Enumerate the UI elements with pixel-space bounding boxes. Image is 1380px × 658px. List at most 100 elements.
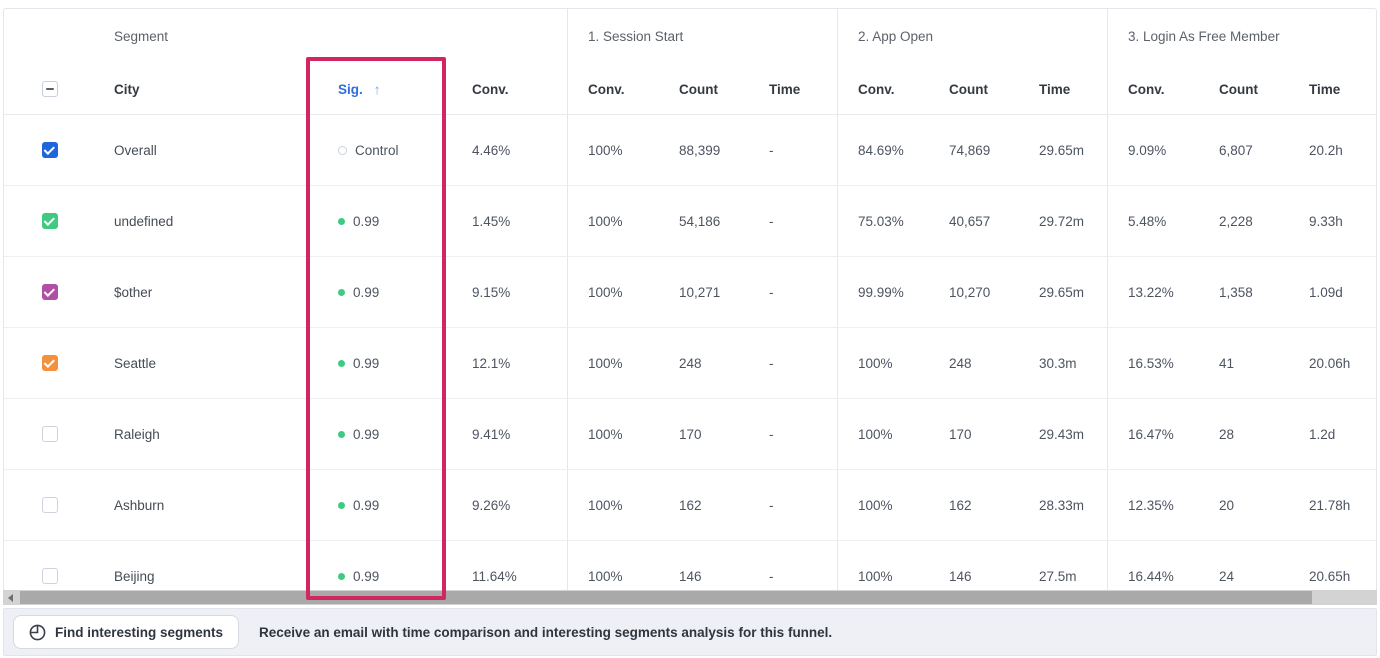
- step3-count-cell: 28: [1219, 426, 1235, 442]
- significance-cell: 0.99: [312, 399, 447, 469]
- step3-conv-header[interactable]: Conv.: [1107, 64, 1199, 114]
- table-body: Overall Control 4.46% 100% 88,399 - 84.6…: [4, 115, 1376, 599]
- segment-checkbox[interactable]: [42, 497, 58, 513]
- row-checkbox-cell: [4, 470, 104, 540]
- step1-time-cell: -: [769, 284, 774, 300]
- step3-count-cell: 6,807: [1219, 142, 1253, 158]
- select-all-checkbox[interactable]: [42, 81, 58, 97]
- row-checkbox-cell: [4, 328, 104, 398]
- sig-value: 0.99: [353, 497, 380, 513]
- segment-city-label: Beijing: [114, 568, 155, 584]
- step3-conv-cell: 16.53%: [1107, 328, 1199, 398]
- step2-time-cell: 29.43m: [1039, 426, 1085, 442]
- step2-count-cell: 248: [949, 355, 972, 371]
- overall-conv-cell: 9.26%: [472, 497, 511, 513]
- significance-cell: 0.99: [312, 470, 447, 540]
- row-checkbox-cell: [4, 257, 104, 327]
- step3-time-cell: 9.33h: [1309, 213, 1343, 229]
- conv-column-header[interactable]: Conv.: [472, 81, 509, 97]
- step3-count-cell: 20: [1219, 497, 1235, 513]
- step1-time-header[interactable]: Time: [769, 81, 801, 97]
- step2-conv-header[interactable]: Conv.: [837, 64, 929, 114]
- overall-conv-cell: 1.45%: [472, 213, 511, 229]
- scrollbar-thumb[interactable]: [20, 591, 1312, 604]
- step1-time-cell: -: [769, 568, 774, 584]
- step1-count-header[interactable]: Count: [679, 81, 718, 97]
- segment-city-cell: Overall: [104, 115, 312, 185]
- table-row: Raleigh 0.99 9.41% 100% 170 - 100% 170 2…: [4, 399, 1376, 470]
- segment-city-label: Raleigh: [114, 426, 160, 442]
- step2-time-cell: 29.65m: [1039, 284, 1085, 300]
- step1-conv-cell: 100%: [567, 541, 659, 599]
- step3-time-header[interactable]: Time: [1309, 81, 1341, 97]
- step3-time-cell: 20.65h: [1309, 568, 1351, 584]
- step-group-label-login-free-member: 3. Login As Free Member: [1107, 9, 1376, 64]
- sig-value: 0.99: [353, 426, 380, 442]
- step-group-label-session-start: 1. Session Start: [567, 9, 837, 64]
- step3-count-cell: 24: [1219, 568, 1235, 584]
- step2-conv-cell: 75.03%: [837, 186, 929, 256]
- step2-count-cell: 40,657: [949, 213, 991, 229]
- step2-time-cell: 29.65m: [1039, 142, 1085, 158]
- footer-description: Receive an email with time comparison an…: [259, 624, 833, 640]
- scroll-left-button[interactable]: [3, 590, 18, 605]
- sig-column-header[interactable]: Sig. ↑: [312, 64, 447, 114]
- segment-checkbox[interactable]: [42, 426, 58, 442]
- step2-conv-cell: 99.99%: [837, 257, 929, 327]
- step2-conv-cell: 100%: [837, 470, 929, 540]
- step1-count-cell: 54,186: [679, 213, 721, 229]
- segment-checkbox[interactable]: [42, 568, 58, 584]
- step3-count-cell: 1,358: [1219, 284, 1253, 300]
- step3-conv-cell: 9.09%: [1107, 115, 1199, 185]
- segment-city-label: $other: [114, 284, 153, 300]
- city-column-header[interactable]: City: [114, 81, 140, 97]
- segment-city-cell: undefined: [104, 186, 312, 256]
- segment-checkbox[interactable]: [42, 142, 58, 158]
- row-checkbox-cell: [4, 115, 104, 185]
- scroll-left-arrow-icon: [8, 593, 13, 602]
- step2-conv-cell: 84.69%: [837, 115, 929, 185]
- segment-checkbox[interactable]: [42, 355, 58, 371]
- find-interesting-segments-button[interactable]: Find interesting segments: [13, 615, 240, 649]
- step3-conv-cell: 12.35%: [1107, 470, 1199, 540]
- step1-conv-cell: 100%: [567, 257, 659, 327]
- step1-conv-cell: 100%: [567, 470, 659, 540]
- step1-count-cell: 248: [679, 355, 702, 371]
- step3-count-header[interactable]: Count: [1219, 81, 1258, 97]
- sig-marker-icon: [338, 572, 345, 580]
- step1-conv-cell: 100%: [567, 399, 659, 469]
- step2-count-cell: 74,869: [949, 142, 991, 158]
- step2-count-header[interactable]: Count: [949, 81, 988, 97]
- step3-time-cell: 21.78h: [1309, 497, 1351, 513]
- row-checkbox-cell: [4, 399, 104, 469]
- step1-time-cell: -: [769, 142, 774, 158]
- segment-breakdown-table: Segment 1. Session Start 2. App Open 3. …: [3, 8, 1377, 600]
- step1-count-cell: 162: [679, 497, 702, 513]
- sig-value: 0.99: [353, 284, 380, 300]
- step2-conv-cell: 100%: [837, 399, 929, 469]
- step2-time-cell: 29.72m: [1039, 213, 1085, 229]
- overall-conv-cell: 12.1%: [472, 355, 511, 371]
- segment-checkbox[interactable]: [42, 213, 58, 229]
- table-header: Segment 1. Session Start 2. App Open 3. …: [4, 9, 1376, 115]
- step-group-label-app-open: 2. App Open: [837, 9, 1107, 64]
- footer-bar: Find interesting segments Receive an ema…: [3, 608, 1377, 656]
- step1-count-cell: 88,399: [679, 142, 721, 158]
- significance-cell: 0.99: [312, 541, 447, 599]
- sig-marker-icon: [338, 359, 345, 367]
- step2-count-cell: 10,270: [949, 284, 991, 300]
- segment-city-label: Overall: [114, 142, 157, 158]
- overall-conv-cell: 9.41%: [472, 426, 511, 442]
- step2-time-header[interactable]: Time: [1039, 81, 1071, 97]
- sig-column-label: Sig.: [338, 81, 363, 97]
- step1-conv-header[interactable]: Conv.: [567, 64, 659, 114]
- checkmark-icon: [43, 214, 55, 226]
- segment-city-label: Seattle: [114, 355, 157, 371]
- segment-checkbox[interactable]: [42, 284, 58, 300]
- step3-count-cell: 41: [1219, 355, 1235, 371]
- step2-count-cell: 146: [949, 568, 972, 584]
- segments-pie-icon: [29, 624, 46, 640]
- segment-city-cell: Beijing: [104, 541, 312, 599]
- horizontal-scrollbar[interactable]: [3, 590, 1377, 605]
- step3-time-cell: 1.09d: [1309, 284, 1343, 300]
